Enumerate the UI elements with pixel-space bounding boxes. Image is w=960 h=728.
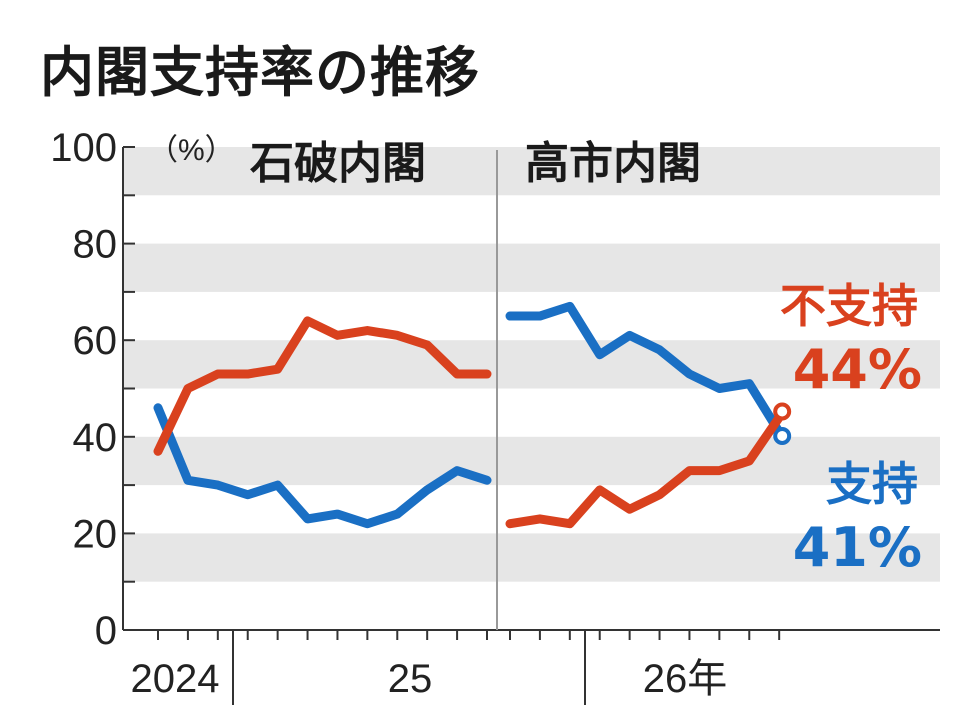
series-line-disapprove xyxy=(505,412,784,529)
grid-band xyxy=(123,147,940,196)
x-tick-label: 25 xyxy=(388,657,433,701)
period-label: 石破内閣 xyxy=(250,138,426,189)
support-value-label: 41% xyxy=(793,516,922,579)
y-tick-label: 60 xyxy=(73,319,118,363)
series-lines xyxy=(153,301,792,529)
series-line-support xyxy=(153,403,492,529)
y-ticks: 100 80 60 40 20 0 （%） xyxy=(50,126,234,653)
end-marker-disapprove xyxy=(773,402,792,421)
grid-bands xyxy=(123,147,940,582)
series-line-support xyxy=(505,301,784,437)
support-name-label: 支持 xyxy=(826,457,918,511)
x-tick-label: 26年 xyxy=(643,657,728,701)
disapprove-name-label: 不支持 xyxy=(780,279,918,333)
chart-title: 内閣支持率の推移 xyxy=(40,41,480,104)
y-tick-label: 20 xyxy=(73,512,118,556)
end-marker-support xyxy=(773,426,792,445)
grid-band xyxy=(123,533,940,582)
x-tick-label: 2024 xyxy=(131,657,220,701)
grid-band xyxy=(123,436,940,486)
y-unit-label: （%） xyxy=(148,134,235,167)
x-ticks: 2024 25 26年 xyxy=(131,657,728,701)
period-label: 高市内閣 xyxy=(525,138,701,189)
y-tick-label: 40 xyxy=(73,416,118,460)
y-tick-label: 80 xyxy=(73,223,118,267)
y-tick-label: 100 xyxy=(50,126,117,170)
grid-band xyxy=(123,340,940,389)
axes xyxy=(122,146,940,705)
grid-band xyxy=(123,243,940,292)
disapprove-value-label: 44% xyxy=(793,338,922,401)
y-tick-label: 0 xyxy=(95,609,117,653)
series-line-disapprove xyxy=(153,316,492,456)
